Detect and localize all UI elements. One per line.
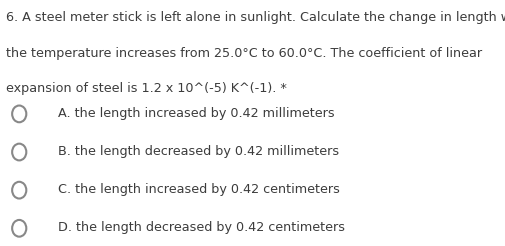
Text: expansion of steel is 1.2 x 10^(-5) K^(-1). *: expansion of steel is 1.2 x 10^(-5) K^(-… [6,82,286,95]
Text: B. the length decreased by 0.42 millimeters: B. the length decreased by 0.42 millimet… [58,145,339,158]
Text: the temperature increases from 25.0°C to 60.0°C. The coefficient of linear: the temperature increases from 25.0°C to… [6,47,481,60]
Text: C. the length increased by 0.42 centimeters: C. the length increased by 0.42 centimet… [58,183,339,196]
Text: D. the length decreased by 0.42 centimeters: D. the length decreased by 0.42 centimet… [58,221,344,234]
Text: 6. A steel meter stick is left alone in sunlight. Calculate the change in length: 6. A steel meter stick is left alone in … [6,11,505,24]
Text: A. the length increased by 0.42 millimeters: A. the length increased by 0.42 millimet… [58,107,334,120]
